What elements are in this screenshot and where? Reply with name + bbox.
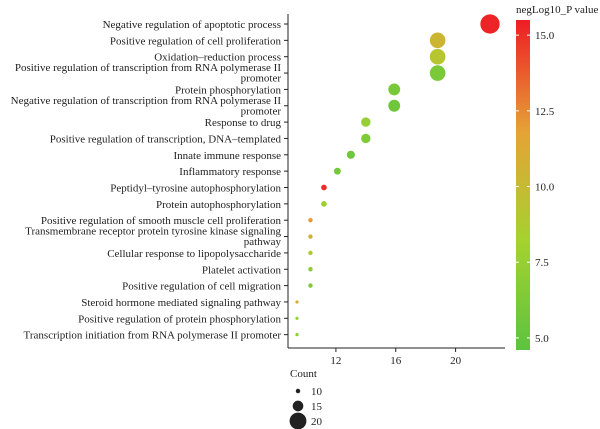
- y-category-label: Peptidyl–tyrosine autophosphorylation: [110, 183, 281, 195]
- x-tick-label: 12: [330, 355, 341, 367]
- color-legend-tick-label: 10.0: [535, 182, 555, 194]
- data-point: [295, 316, 299, 320]
- color-legend-ticks: 15.0 12.5 10.0 7.5 5.0: [516, 30, 555, 345]
- y-category-label: Positive regulation of cell proliferatio…: [110, 35, 282, 47]
- y-category-label: Inflammatory response: [179, 166, 281, 178]
- size-legend-label: 20: [311, 416, 323, 428]
- data-point: [295, 333, 299, 337]
- y-category-label: Positive regulation of protein phosphory…: [78, 313, 281, 325]
- size-legend-dot: [295, 388, 301, 394]
- y-category-label: Positive regulation of transcription, DN…: [50, 133, 282, 145]
- color-legend-tick-label: 5.0: [535, 333, 549, 345]
- y-axis-category-labels: Negative regulation of apoptotic process…: [11, 19, 288, 342]
- data-point: [308, 283, 313, 288]
- y-category-label: Negative regulation of transcription fro…: [11, 95, 282, 118]
- size-legend-label: 15: [311, 401, 323, 413]
- y-category-label: Platelet activation: [202, 264, 282, 276]
- y-category-label: Innate immune response: [173, 150, 281, 162]
- size-legend-dot: [292, 400, 304, 412]
- data-point: [480, 14, 500, 34]
- y-category-label: Positive regulation of smooth muscle cel…: [41, 215, 282, 227]
- data-point: [429, 65, 446, 81]
- size-legend-title: Count: [290, 368, 317, 380]
- data-point: [308, 250, 313, 256]
- color-legend-title: negLog10_P value: [516, 4, 598, 16]
- data-point: [308, 217, 313, 223]
- color-legend-bar: [516, 20, 530, 350]
- plot-area: Negative regulation of apoptotic process…: [11, 14, 505, 367]
- data-point: [361, 133, 371, 144]
- data-point: [429, 48, 446, 65]
- size-legend: Count 10 15 20: [289, 368, 323, 429]
- x-axis-ticks: 12 16 20: [330, 348, 462, 367]
- data-point: [308, 267, 313, 272]
- data-point: [388, 99, 401, 112]
- y-category-label: Transmembrane receptor protein tyrosine …: [25, 226, 281, 249]
- color-legend-tick-label: 12.5: [535, 106, 555, 118]
- data-point: [361, 117, 371, 127]
- color-legend-tick-label: 15.0: [535, 30, 555, 42]
- size-legend-label: 10: [311, 386, 323, 398]
- x-tick-label: 16: [390, 355, 402, 367]
- y-category-label: Response to drug: [205, 117, 282, 129]
- y-category-label: Protein autophosphorylation: [156, 199, 281, 211]
- data-point: [333, 167, 341, 175]
- y-category-label: Negative regulation of apoptotic process: [103, 19, 281, 31]
- color-legend-tick-label: 7.5: [535, 257, 549, 269]
- y-category-label: Transcription initiation from RNA polyme…: [24, 330, 282, 342]
- data-points: [295, 14, 500, 337]
- data-point: [388, 83, 401, 96]
- y-category-label: Steroid hormone mediated signaling pathw…: [81, 297, 281, 309]
- y-category-label: Protein phosphorylation: [175, 84, 282, 96]
- y-category-label: Oxidation–reduction process: [154, 52, 281, 64]
- y-category-label: Positive regulation of transcription fro…: [15, 62, 281, 85]
- data-point: [308, 234, 313, 239]
- y-category-label: Cellular response to lipopolysaccharide: [107, 248, 281, 260]
- size-legend-dot: [289, 412, 307, 429]
- data-point: [429, 32, 446, 49]
- x-tick-label: 20: [450, 355, 462, 367]
- size-legend-items: 10 15 20: [289, 386, 323, 429]
- color-legend: negLog10_P value 15.0 12.5 10.0 7.5 5.0: [516, 4, 598, 350]
- data-point: [295, 300, 299, 304]
- y-category-label: Positive regulation of cell migration: [122, 281, 281, 293]
- data-point: [346, 150, 355, 159]
- data-point: [321, 184, 327, 191]
- data-point: [321, 201, 327, 207]
